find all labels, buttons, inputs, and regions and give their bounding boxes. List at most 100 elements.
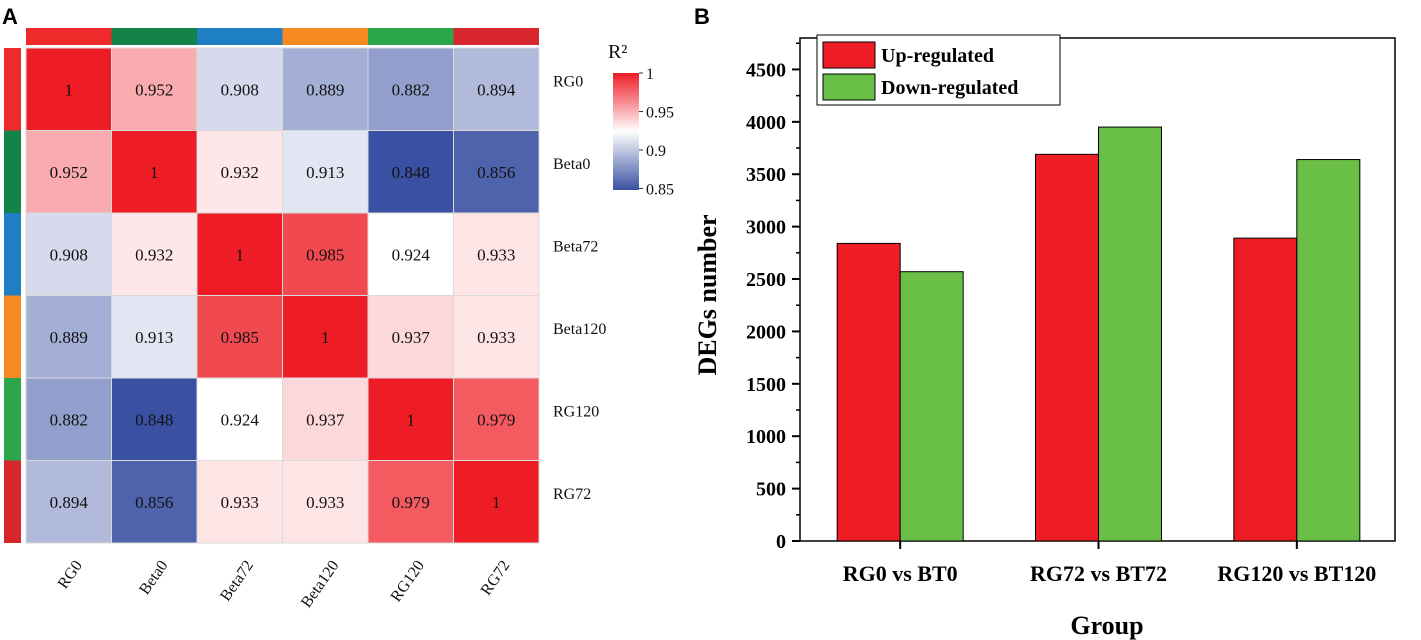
y-tick-label: 3500	[746, 164, 786, 186]
bar-down-regulated-3	[1296, 159, 1361, 542]
heatmap-row-label: Beta120	[553, 321, 606, 338]
heatmap-column-label: Beta120	[298, 558, 343, 611]
panel-label-a: A	[2, 4, 18, 29]
heatmap-cell	[111, 47, 198, 131]
heatmap-column-label: RG72	[478, 558, 514, 599]
heatmap-cell	[25, 47, 112, 131]
heatmap-cell-value: 1	[407, 410, 416, 429]
row-annotation-bar	[4, 48, 21, 543]
heatmap-cell	[282, 295, 369, 379]
heatmap-column-label: Beta0	[136, 558, 171, 598]
column-annotation-1	[26, 28, 112, 45]
bar-down-regulated-1	[899, 271, 964, 542]
legend-tick-label: 0.85	[646, 181, 674, 198]
heatmap-cell	[111, 295, 198, 379]
heatmap-cell-value: 0.848	[135, 410, 173, 429]
bar-up-regulated-2	[1035, 153, 1099, 542]
heatmap-cell	[367, 295, 454, 379]
x-axis-categories: RG0 vs BT0 RG72 vs BT72 RG120 vs BT120	[843, 541, 1376, 586]
row-annotation-1	[4, 48, 21, 131]
heatmap-cell-value: 0.985	[221, 328, 259, 347]
column-annotation-4	[282, 28, 368, 45]
heatmap-cell	[25, 460, 112, 544]
heatmap-cell-value: 0.952	[50, 163, 88, 182]
y-axis-title: DEGs number	[693, 214, 722, 375]
y-tick-label: 1000	[746, 426, 786, 448]
heatmap-cell-value: 0.913	[306, 163, 344, 182]
x-axis-title: Group	[1070, 611, 1143, 640]
heatmap-cell-value: 0.889	[306, 80, 344, 99]
row-annotation-5	[4, 378, 21, 461]
heatmap-cell-value: 0.933	[477, 245, 515, 264]
heatmap-cell-value: 0.894	[50, 493, 89, 512]
column-annotation-bar	[26, 28, 539, 45]
heatmap-cell-value: 0.979	[477, 410, 515, 429]
heatmap-row-label: RG120	[553, 403, 599, 420]
bar-down-regulated-2	[1098, 126, 1162, 542]
y-tick-label: 0	[776, 531, 786, 553]
bar-chart-bars	[836, 126, 1361, 542]
legend-tick-label: 0.9	[646, 143, 666, 160]
heatmap-cell	[453, 295, 540, 379]
row-annotation-6	[4, 460, 21, 543]
x-category-label: RG120 vs BT120	[1217, 561, 1376, 586]
heatmap-cells: 1 0.952 0.908 0.889 0.882 0.894 0.952 1 0.932 0.9…	[25, 47, 540, 544]
heatmap-color-legend: R² 1 0.95 0.9 0.85	[608, 41, 674, 198]
y-tick-label: 3000	[746, 217, 786, 239]
column-annotation-3	[197, 28, 283, 45]
heatmap-cell-value: 0.985	[306, 245, 344, 264]
legend-title: R²	[608, 41, 627, 63]
legend-label-1: Up-regulated	[881, 45, 994, 67]
heatmap-cell-value: 0.924	[392, 245, 431, 264]
heatmap-cell	[453, 212, 540, 296]
row-annotation-2	[4, 130, 21, 213]
bar-chart-legend: Up-regulated Down-regulated	[816, 34, 1061, 106]
heatmap-row-label: RG72	[553, 486, 591, 503]
row-annotation-4	[4, 295, 21, 378]
heatmap-cell-value: 0.933	[306, 493, 344, 512]
heatmap-cell-value: 0.937	[306, 410, 345, 429]
bar-up-regulated-3	[1233, 237, 1298, 542]
heatmap-cell-value: 0.856	[135, 493, 173, 512]
y-tick-label: 500	[756, 479, 786, 501]
heatmap-row-labels: RG0 Beta0 Beta72 Beta120 RG120 RG72	[553, 73, 606, 503]
heatmap-cell-value: 0.856	[477, 163, 515, 182]
heatmap-cell	[453, 377, 540, 461]
heatmap-cell	[367, 460, 454, 544]
heatmap-cell	[282, 47, 369, 131]
heatmap-panel: 1 0.952 0.908 0.889 0.882 0.894 0.952 1 0.932 0.9…	[4, 28, 674, 611]
legend-swatch-2	[822, 73, 876, 101]
column-annotation-2	[111, 28, 197, 45]
heatmap-cell	[367, 212, 454, 296]
heatmap-cell	[196, 47, 283, 131]
heatmap-column-label: RG0	[55, 558, 86, 593]
heatmap-cell	[196, 295, 283, 379]
y-tick-label: 2000	[746, 321, 786, 343]
heatmap-cell-value: 0.882	[392, 80, 430, 99]
heatmap-cell	[25, 295, 112, 379]
heatmap-cell-value: 0.848	[392, 163, 430, 182]
heatmap-row-label: Beta0	[553, 156, 590, 173]
legend-tick-label: 0.95	[646, 104, 674, 121]
heatmap-cell	[453, 130, 540, 214]
heatmap-row-label: Beta72	[553, 238, 598, 255]
heatmap-cell-value: 0.882	[50, 410, 88, 429]
heatmap-cell-value: 1	[65, 80, 74, 99]
y-axis-ticks: 0 500 1000 1500 2000 2500 3000 3500 4000 4500	[746, 42, 800, 553]
bar-chart-panel: 0 500 1000 1500 2000 2500 3000 3500 4000 4500 RG0…	[693, 34, 1396, 640]
legend-gradient-bar	[613, 73, 639, 190]
heatmap-cell-value: 0.979	[392, 493, 430, 512]
heatmap-cell-value: 0.894	[477, 80, 516, 99]
heatmap-column-label: RG120	[388, 558, 428, 606]
heatmap-cell-value: 0.932	[221, 163, 259, 182]
legend-tick-label: 1	[646, 66, 654, 83]
heatmap-cell-value: 0.913	[135, 328, 173, 347]
heatmap-cell-value: 0.924	[221, 410, 260, 429]
bar-up-regulated-1	[836, 242, 901, 542]
y-tick-label: 1500	[746, 374, 786, 396]
y-tick-label: 4000	[746, 112, 786, 134]
x-category-label: RG0 vs BT0	[843, 561, 958, 586]
heatmap-cell	[25, 377, 112, 461]
heatmap-cell	[282, 460, 369, 544]
heatmap-cell-value: 0.933	[221, 493, 259, 512]
